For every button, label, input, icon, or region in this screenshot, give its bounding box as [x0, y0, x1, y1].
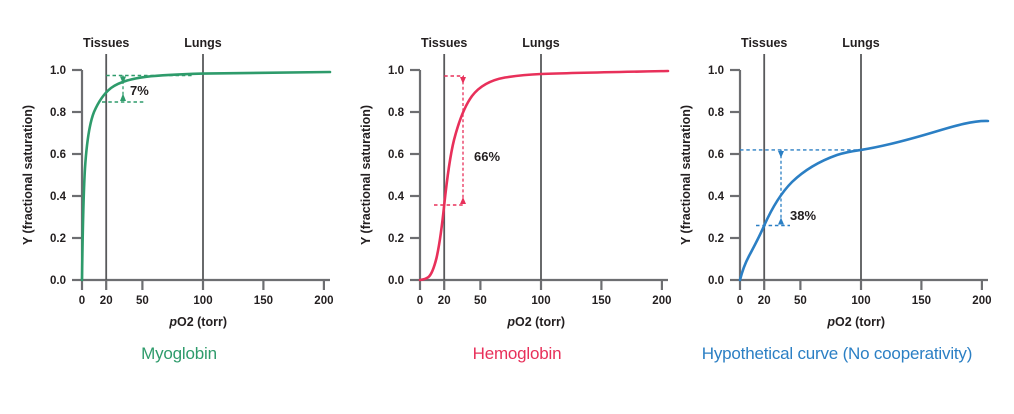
y-ticks: [410, 68, 420, 282]
ytick-label: 0.2: [388, 233, 404, 245]
ytick-label: 0.8: [388, 107, 405, 119]
x-axis-title: O2 (torr): [515, 315, 565, 329]
xtick-label: 50: [474, 295, 487, 307]
hemoglobin-curve: [418, 69, 670, 282]
y-axis-title: Y (fractional saturation): [359, 105, 373, 245]
annotation-arrow-head-up: [778, 151, 784, 158]
x-axis-title-prefix: p: [506, 315, 515, 329]
annotation-arrow-head-up: [460, 77, 466, 84]
panel-myoglobin: 0.0 0.2 0.4 0.6 0.8 1.0 0 20 50 100 150 …: [10, 34, 348, 414]
ytick-label: 1.0: [388, 65, 404, 77]
chart-hemoglobin: 0.0 0.2 0.4 0.6 0.8 1.0 0 20 50 100 150 …: [359, 36, 671, 329]
ytick-label: 0.6: [708, 149, 724, 161]
x-axis-title: O2 (torr): [835, 315, 885, 329]
ytick-label: 1.0: [708, 65, 724, 77]
myoglobin-curve: [80, 70, 332, 282]
annotation-arrow-head-up: [120, 76, 126, 84]
x-axis-title-prefix: p: [826, 315, 835, 329]
ytick-label: 1.0: [50, 65, 66, 77]
panel-caption-hypothetical: Hypothetical curve (No cooperativity): [701, 344, 973, 363]
hypothetical-curve: [738, 119, 990, 282]
xtick-label: 100: [851, 295, 870, 307]
ytick-label: 0.0: [708, 275, 724, 287]
x-ticks: [80, 280, 325, 290]
xtick-label: 150: [592, 295, 611, 307]
y-ticks: [730, 68, 740, 282]
ytick-label: 0.4: [50, 191, 67, 203]
tissues-label: Tissues: [83, 36, 129, 50]
xtick-label: 50: [136, 295, 149, 307]
ytick-label: 0.6: [388, 149, 404, 161]
tissues-label: Tissues: [741, 36, 787, 50]
x-axis-title-prefix: p: [168, 315, 177, 329]
xtick-label: 200: [652, 295, 671, 307]
xtick-label: 150: [912, 295, 931, 307]
annotation-arrow-head-down: [778, 217, 784, 225]
xtick-label: 0: [79, 295, 85, 307]
x-ticks: [418, 280, 663, 290]
ytick-label: 0.8: [50, 107, 67, 119]
ytick-label: 0.4: [388, 191, 405, 203]
chart-myoglobin: 0.0 0.2 0.4 0.6 0.8 1.0 0 20 50 100 150 …: [21, 36, 333, 329]
ytick-label: 0.2: [50, 233, 66, 245]
ytick-label: 0.0: [388, 275, 404, 287]
y-axis-title: Y (fractional saturation): [21, 105, 35, 245]
panel-caption-hemoglobin: Hemoglobin: [472, 344, 562, 363]
xtick-label: 200: [314, 295, 333, 307]
annotation-arrow-head-down: [460, 197, 466, 204]
xtick-label: 0: [417, 295, 423, 307]
ytick-label: 0.2: [708, 233, 724, 245]
xtick-label: 150: [254, 295, 273, 307]
plot-area-hemoglobin: 0.0 0.2 0.4 0.6 0.8 1.0 0 20 50 100 150 …: [359, 36, 671, 329]
xtick-label: 50: [794, 295, 807, 307]
xtick-label: 100: [531, 295, 550, 307]
plot-area-myoglobin: 0.0 0.2 0.4 0.6 0.8 1.0 0 20 50 100 150 …: [21, 36, 333, 329]
annotation-percent-label: 66%: [474, 149, 500, 164]
xtick-label: 100: [193, 295, 212, 307]
x-ticks: [738, 280, 983, 290]
x-axis-title: O2 (torr): [177, 315, 227, 329]
annotation-percent-label: 7%: [130, 83, 149, 98]
tissues-label: Tissues: [421, 36, 467, 50]
annotation-percent-label: 38%: [790, 208, 816, 223]
ytick-label: 0.4: [708, 191, 725, 203]
lungs-label: Lungs: [184, 36, 222, 50]
xtick-label: 20: [758, 295, 771, 307]
ytick-label: 0.0: [50, 275, 66, 287]
xtick-label: 20: [438, 295, 451, 307]
lungs-label: Lungs: [522, 36, 560, 50]
xtick-label: 200: [972, 295, 991, 307]
xtick-label: 0: [737, 295, 743, 307]
ytick-label: 0.6: [50, 149, 66, 161]
annotation-arrow-head-down: [120, 93, 126, 101]
panel-caption-myoglobin: Myoglobin: [141, 344, 217, 363]
ytick-label: 0.8: [708, 107, 725, 119]
y-axis-title: Y (fractional saturation): [679, 105, 693, 245]
xtick-label: 20: [100, 295, 113, 307]
y-ticks: [72, 68, 82, 282]
panel-hypothetical: 0.0 0.2 0.4 0.6 0.8 1.0 0 20 50 100 150 …: [668, 34, 1006, 414]
lungs-label: Lungs: [842, 36, 880, 50]
plot-area-hypothetical: 0.0 0.2 0.4 0.6 0.8 1.0 0 20 50 100 150 …: [679, 36, 991, 329]
panel-hemoglobin: 0.0 0.2 0.4 0.6 0.8 1.0 0 20 50 100 150 …: [348, 34, 686, 414]
chart-hypothetical: 0.0 0.2 0.4 0.6 0.8 1.0 0 20 50 100 150 …: [679, 36, 991, 329]
